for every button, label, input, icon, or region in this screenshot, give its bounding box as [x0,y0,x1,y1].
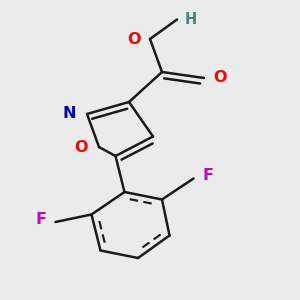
Text: H: H [184,12,197,27]
Text: F: F [35,212,46,226]
Text: O: O [74,140,88,154]
Text: O: O [128,32,141,46]
Text: N: N [63,106,76,122]
Text: O: O [213,70,226,86]
Text: F: F [202,168,214,183]
